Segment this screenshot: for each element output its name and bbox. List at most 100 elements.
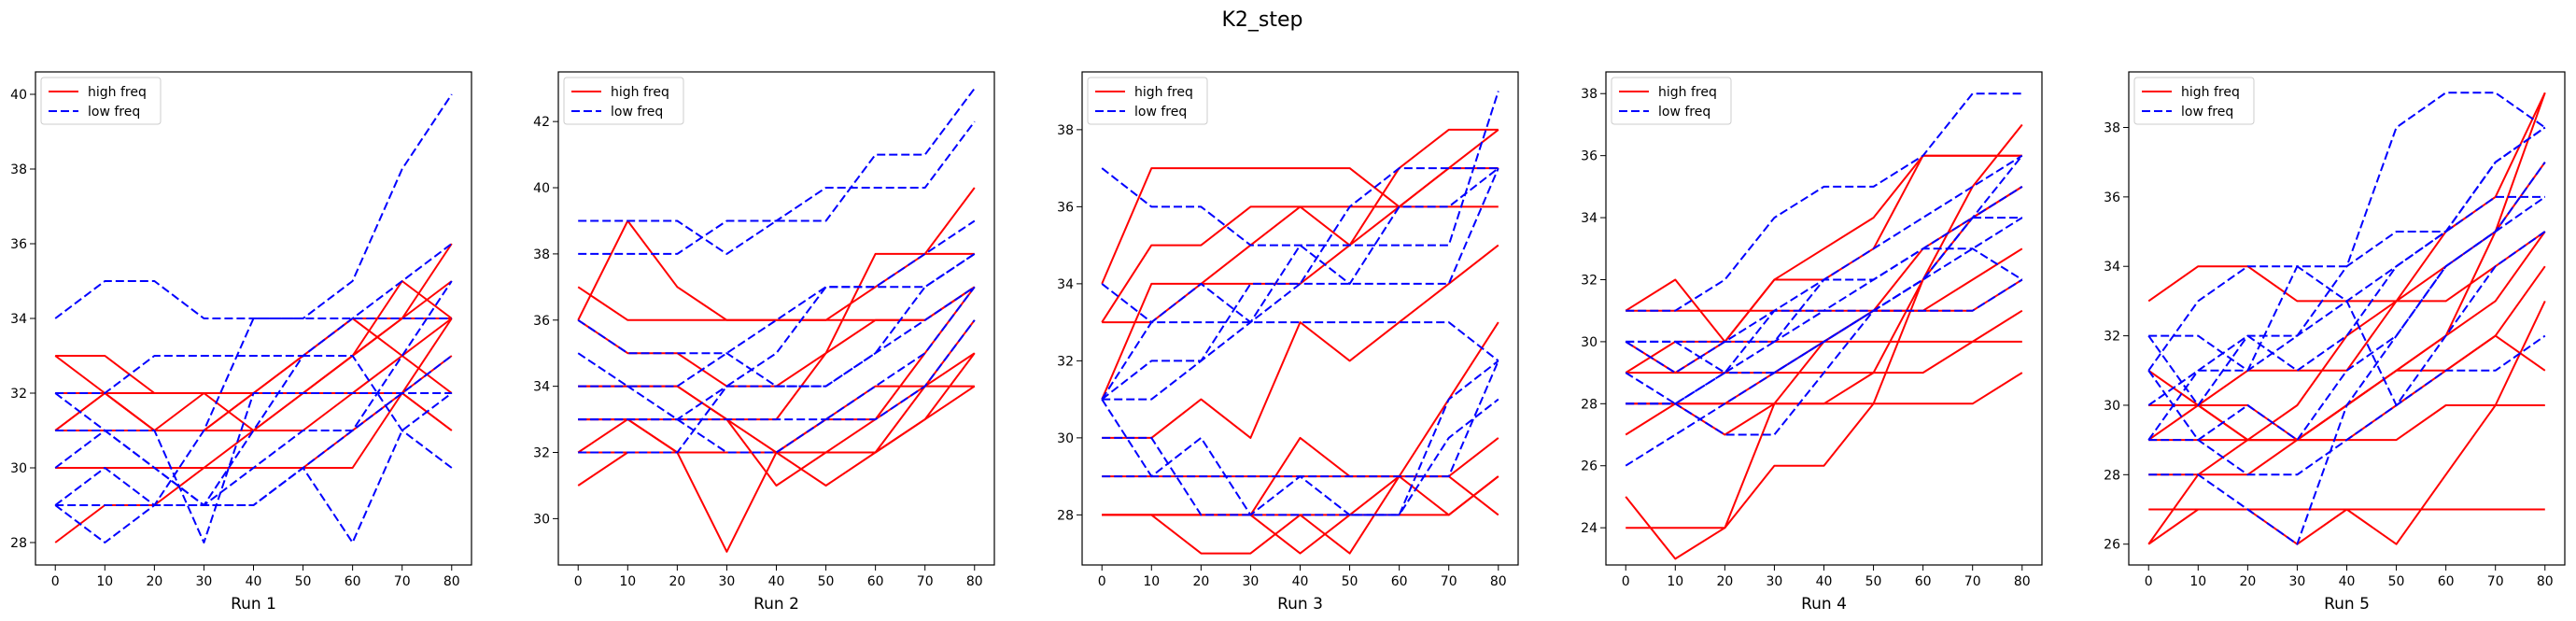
x-tick-label: 40: [1816, 574, 1833, 589]
y-tick-label: 28: [2104, 468, 2120, 483]
x-tick-label: 60: [2438, 574, 2455, 589]
x-axis-label: Run 5: [2324, 595, 2370, 614]
x-tick-label: 30: [196, 574, 213, 589]
x-tick-label: 60: [1915, 574, 1932, 589]
high-freq-line-7: [1625, 123, 2023, 560]
high-freq-line-7: [1102, 244, 1499, 439]
series-lines: [577, 88, 976, 553]
low-freq-line-12: [1101, 167, 1499, 324]
x-tick-label: 80: [966, 574, 983, 589]
low-freq-line-16: [1101, 167, 1499, 401]
low-freq-line-18: [578, 286, 976, 454]
x-tick-label: 50: [2388, 574, 2405, 589]
x-tick-label: 50: [1865, 574, 1882, 589]
low-freq-line-16: [578, 319, 976, 421]
x-tick-label: 70: [394, 574, 411, 589]
y-tick-label: 32: [1581, 273, 1598, 288]
x-tick-label: 30: [719, 574, 736, 589]
y-tick-label: 34: [533, 380, 550, 395]
x-tick-label: 70: [917, 574, 934, 589]
x-tick-label: 30: [1767, 574, 1783, 589]
high-freq-line-4: [1102, 128, 1499, 324]
low-freq-line-17: [54, 355, 453, 506]
y-tick-label: 36: [10, 237, 27, 252]
x-axis-label: Run 3: [1277, 595, 1323, 614]
x-axis-label: Run 4: [1801, 595, 1847, 614]
high-freq-line-8: [1102, 475, 1499, 555]
low-freq-line-11: [578, 88, 976, 255]
low-freq-line-14: [54, 318, 452, 543]
y-tick-label: 26: [1581, 459, 1598, 474]
legend-box: [40, 77, 162, 125]
x-tick-label: 50: [295, 574, 312, 589]
low-freq-legend-label: low freq: [88, 105, 140, 120]
x-tick-label: 20: [1716, 574, 1733, 589]
legend: high freq low freq: [1087, 77, 1208, 125]
y-tick-label: 42: [533, 115, 550, 130]
y-tick-label: 32: [2104, 330, 2120, 345]
x-tick-label: 40: [246, 574, 262, 589]
x-tick-label: 20: [2239, 574, 2256, 589]
y-tick-label: 36: [1057, 200, 1074, 215]
series-lines: [2147, 92, 2546, 545]
x-tick-label: 70: [1441, 574, 1457, 589]
series-lines: [54, 93, 453, 543]
y-tick-label: 28: [1057, 508, 1074, 523]
x-tick-label: 70: [2487, 574, 2504, 589]
y-tick-label: 28: [1581, 397, 1598, 412]
low-freq-line-16: [1625, 217, 2022, 374]
subplots: 0 10 20 30 40 50 60 70 80 28 30 32 34 36 38 40 Run 1 high…: [10, 71, 2566, 614]
y-tick-label: 36: [2104, 191, 2120, 205]
x-tick-label: 60: [867, 574, 884, 589]
y-tick-label: 40: [533, 181, 550, 196]
low-freq-legend-label: low freq: [1134, 105, 1187, 120]
low-freq-legend-label: low freq: [611, 105, 663, 120]
x-tick-label: 20: [669, 574, 685, 589]
y-tick-label: 26: [2104, 538, 2120, 553]
y-tick-label: 34: [10, 312, 27, 327]
legend-box: [563, 77, 684, 125]
x-tick-label: 10: [2189, 574, 2206, 589]
y-tick-label: 38: [1057, 123, 1074, 138]
x-tick-label: 80: [443, 574, 460, 589]
high-freq-legend-label: high freq: [1658, 85, 1717, 100]
high-freq-line-10: [577, 352, 976, 454]
low-freq-line-14: [2147, 195, 2545, 441]
subplot-5: 0 10 20 30 40 50 60 70 80 26 28 30 32 34 36 38 Run 5 high…: [2104, 71, 2566, 614]
y-tick-label: 40: [10, 88, 27, 103]
low-freq-line-18: [2147, 196, 2546, 442]
y-tick-label: 30: [2104, 399, 2120, 414]
low-freq-line-12: [55, 243, 453, 394]
legend-box: [1087, 77, 1208, 125]
x-tick-label: 40: [768, 574, 785, 589]
x-tick-label: 80: [2537, 574, 2554, 589]
x-tick-label: 10: [619, 574, 636, 589]
low-freq-line-16: [54, 392, 452, 543]
x-tick-label: 50: [818, 574, 835, 589]
legend: high freq low freq: [1611, 77, 1732, 125]
x-tick-label: 30: [2289, 574, 2306, 589]
y-tick-label: 32: [533, 446, 550, 461]
y-tick-label: 34: [1057, 277, 1074, 292]
high-freq-line-10: [1102, 321, 1499, 555]
x-tick-label: 0: [51, 574, 60, 589]
subplot-1: 0 10 20 30 40 50 60 70 80 28 30 32 34 36 38 40 Run 1 high…: [10, 71, 472, 614]
x-tick-label: 60: [345, 574, 361, 589]
low-freq-line-11: [54, 93, 453, 319]
y-tick-label: 32: [10, 387, 27, 402]
low-freq-line-18: [1626, 154, 2023, 374]
high-freq-legend-label: high freq: [1134, 85, 1193, 100]
x-tick-label: 40: [2339, 574, 2356, 589]
x-tick-label: 80: [1490, 574, 1507, 589]
low-freq-line-18: [54, 280, 453, 506]
low-freq-line-17: [2147, 126, 2546, 406]
legend: high freq low freq: [2133, 77, 2255, 125]
y-tick-label: 36: [1581, 149, 1598, 164]
x-tick-label: 40: [1292, 574, 1309, 589]
legend-box: [2133, 77, 2255, 125]
y-tick-label: 30: [533, 512, 550, 527]
high-freq-line-6: [2147, 300, 2546, 545]
y-tick-label: 38: [533, 247, 550, 262]
x-tick-label: 50: [1342, 574, 1358, 589]
x-axis-label: Run 2: [753, 595, 799, 614]
